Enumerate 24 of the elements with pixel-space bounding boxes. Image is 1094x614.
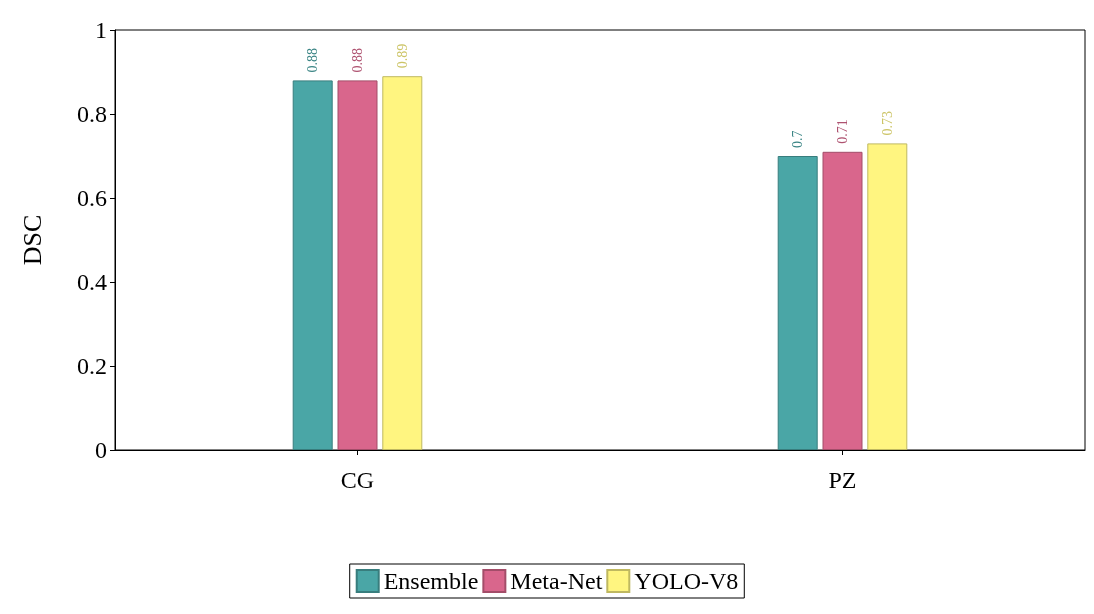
data-label: 0.88 (305, 47, 321, 73)
bar (337, 80, 378, 450)
data-label: 0.88 (350, 47, 365, 73)
data-label: 0.89 (394, 43, 410, 69)
y-tick-label: 0.4 (77, 269, 107, 295)
y-axis-title: DSC (17, 214, 47, 266)
x-tick-label: CG (340, 467, 375, 493)
y-tick-label: 0.6 (77, 185, 107, 211)
x-tick-label: PZ (828, 467, 857, 493)
bar (382, 76, 423, 450)
data-label: 0.73 (879, 110, 895, 136)
y-tick-label: 0.8 (77, 101, 107, 127)
legend-label: Ensemble (383, 568, 479, 594)
y-tick-label: 0 (95, 437, 107, 463)
bar (822, 151, 863, 450)
data-label: 0.71 (835, 119, 850, 144)
legend-label: Meta-Net (510, 568, 603, 594)
y-tick-label: 1 (95, 17, 107, 43)
data-label: 0.7 (790, 130, 806, 148)
y-tick-label: 0.2 (77, 353, 107, 379)
legend-label: YOLO-V8 (634, 568, 739, 594)
bar (867, 143, 908, 450)
bar (777, 156, 818, 450)
bar (292, 80, 333, 450)
